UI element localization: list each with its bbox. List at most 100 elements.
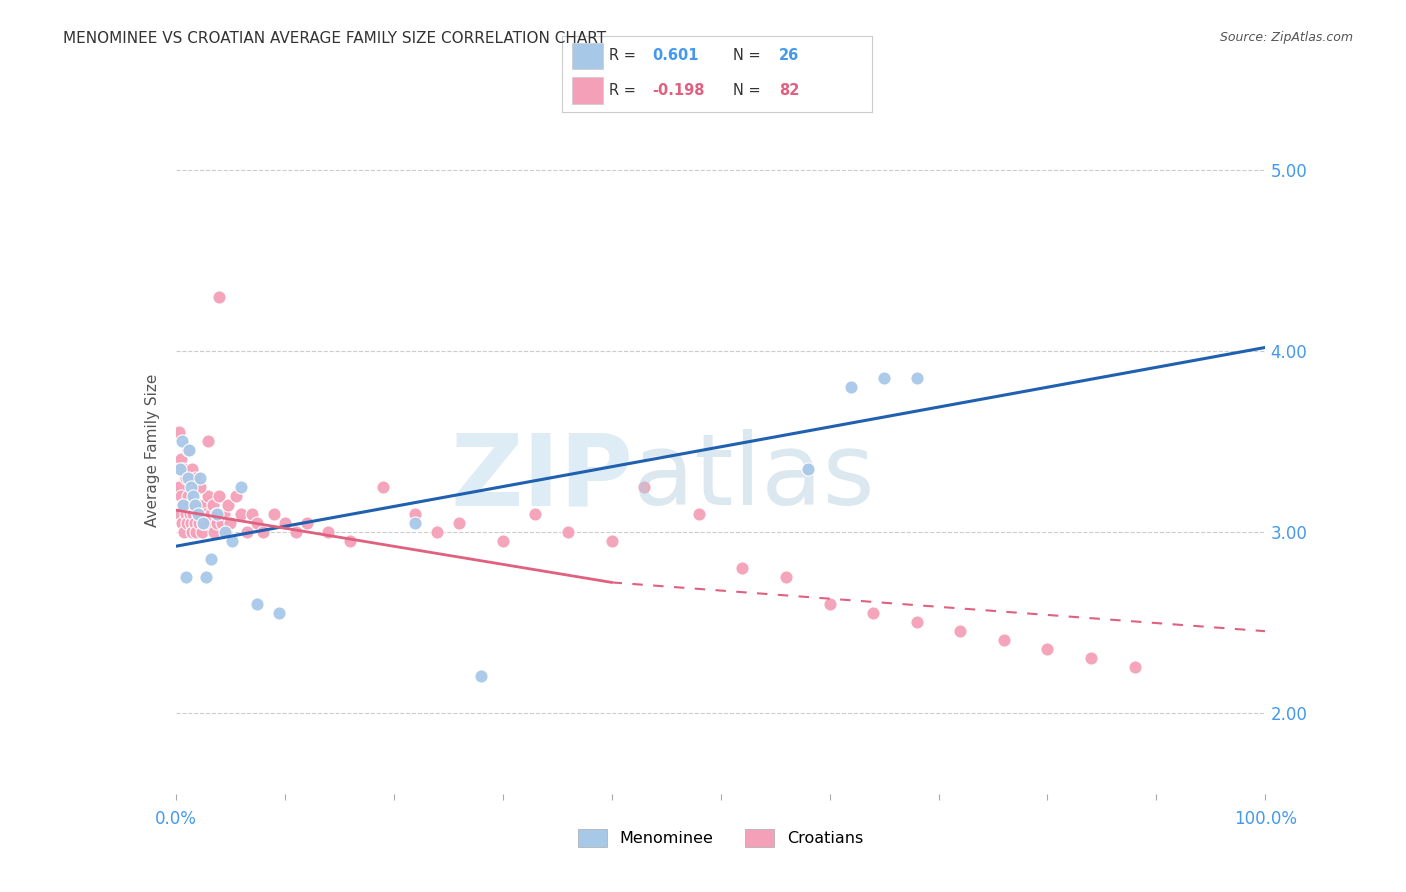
Point xyxy=(633,480,655,494)
Point xyxy=(214,524,236,539)
Point xyxy=(221,533,243,548)
Text: 26: 26 xyxy=(779,48,799,63)
Point xyxy=(186,524,208,539)
Point xyxy=(167,425,190,440)
Text: N =: N = xyxy=(733,83,765,98)
Text: 0.601: 0.601 xyxy=(652,48,699,63)
Point xyxy=(557,524,579,539)
Point xyxy=(211,516,233,530)
Point xyxy=(169,507,191,521)
Point xyxy=(186,507,209,521)
Point xyxy=(174,507,197,521)
Point xyxy=(180,516,202,530)
Point xyxy=(949,624,972,639)
Text: ZIP: ZIP xyxy=(450,429,633,526)
Point xyxy=(188,480,211,494)
Point xyxy=(524,507,547,521)
Point xyxy=(170,452,193,467)
Point xyxy=(208,489,231,503)
Point xyxy=(470,669,492,683)
Point xyxy=(447,516,470,530)
Point xyxy=(198,516,221,530)
Point xyxy=(172,498,194,512)
Point xyxy=(284,524,307,539)
Point xyxy=(235,524,257,539)
Point xyxy=(873,371,896,385)
Point xyxy=(167,480,190,494)
Point xyxy=(181,489,204,503)
Point xyxy=(197,489,219,503)
Bar xyxy=(572,78,603,104)
Text: 100.0%: 100.0% xyxy=(1234,811,1296,829)
Point xyxy=(177,470,200,484)
Point xyxy=(225,489,247,503)
Point xyxy=(796,461,818,475)
Point xyxy=(492,533,515,548)
Point xyxy=(172,498,194,512)
Point xyxy=(177,443,200,458)
Point xyxy=(426,524,449,539)
Point xyxy=(246,597,269,611)
Point xyxy=(177,489,200,503)
Legend: Menominee, Croatians: Menominee, Croatians xyxy=(569,822,872,855)
Point xyxy=(841,380,863,394)
Text: N =: N = xyxy=(733,48,765,63)
Point xyxy=(176,516,198,530)
Point xyxy=(180,480,202,494)
Point xyxy=(775,570,797,584)
Point xyxy=(194,507,217,521)
Point xyxy=(172,434,194,449)
Point xyxy=(600,533,623,548)
Point xyxy=(269,606,291,620)
Point xyxy=(731,561,754,575)
Text: 0.0%: 0.0% xyxy=(155,811,197,829)
Point xyxy=(405,516,427,530)
Point xyxy=(197,434,219,449)
Point xyxy=(193,498,215,512)
Point xyxy=(208,290,231,304)
Point xyxy=(205,507,228,521)
Point xyxy=(186,507,209,521)
Point xyxy=(172,516,194,530)
Point xyxy=(205,507,228,521)
Point xyxy=(181,461,204,475)
Point xyxy=(1123,660,1146,674)
Point xyxy=(177,498,200,512)
Point xyxy=(188,498,211,512)
Bar xyxy=(572,43,603,69)
Point xyxy=(219,516,242,530)
Point xyxy=(191,524,214,539)
Y-axis label: Average Family Size: Average Family Size xyxy=(145,374,160,527)
Text: Source: ZipAtlas.com: Source: ZipAtlas.com xyxy=(1219,31,1353,45)
Point xyxy=(200,507,222,521)
Point xyxy=(177,443,200,458)
Point xyxy=(252,524,274,539)
Point xyxy=(231,507,253,521)
Point xyxy=(181,524,204,539)
Point xyxy=(195,516,218,530)
Point xyxy=(174,570,197,584)
Point xyxy=(172,461,194,475)
Point xyxy=(191,516,214,530)
Point xyxy=(339,533,361,548)
Point xyxy=(215,524,238,539)
Text: MENOMINEE VS CROATIAN AVERAGE FAMILY SIZE CORRELATION CHART: MENOMINEE VS CROATIAN AVERAGE FAMILY SIZ… xyxy=(63,31,606,46)
Point xyxy=(173,524,195,539)
Point xyxy=(993,633,1015,648)
Point xyxy=(184,470,207,484)
Text: atlas: atlas xyxy=(633,429,875,526)
Point xyxy=(231,480,253,494)
Point xyxy=(169,461,191,475)
Point xyxy=(1036,642,1059,657)
Point xyxy=(191,516,214,530)
Point xyxy=(187,516,209,530)
Point xyxy=(371,480,394,494)
Point xyxy=(174,470,197,484)
Point xyxy=(200,552,222,566)
Point xyxy=(181,507,204,521)
Point xyxy=(195,570,218,584)
Text: R =: R = xyxy=(609,83,640,98)
Point xyxy=(688,507,710,521)
Point xyxy=(246,516,269,530)
Point xyxy=(295,516,318,530)
